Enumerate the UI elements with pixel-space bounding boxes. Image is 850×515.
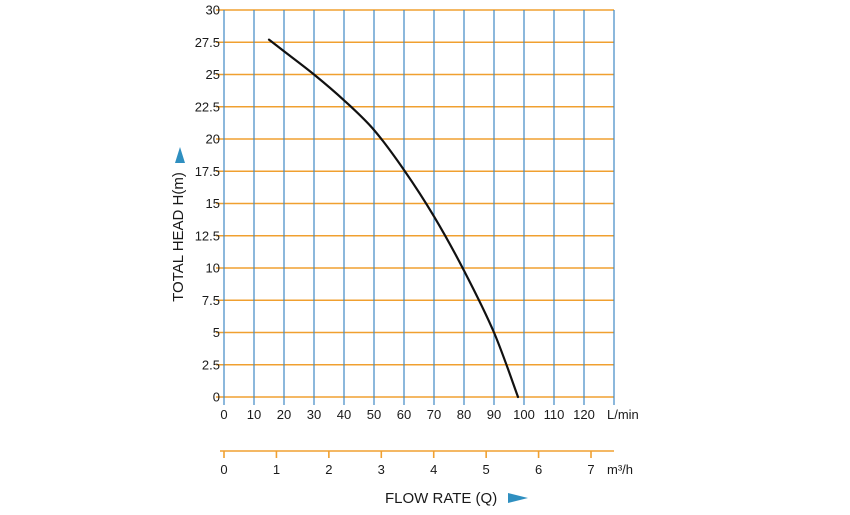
x-tick-label: 80 (457, 407, 471, 422)
x2-tick-label: 4 (430, 462, 437, 477)
x-axis-title: FLOW RATE (Q) (385, 490, 497, 507)
secondary-x-axis (220, 451, 614, 458)
x-tick-label: 110 (544, 407, 565, 422)
y-tick-label: 22.5 (195, 99, 220, 114)
x-tick-label: 0 (220, 407, 227, 422)
y-axis-arrow-icon (175, 147, 185, 163)
y-tick-label: 15 (206, 196, 220, 211)
x-unit-label: L/min (607, 407, 639, 422)
x2-unit-label: m³/h (607, 462, 633, 477)
x-tick-label: 10 (247, 407, 261, 422)
curve-layer (269, 40, 518, 397)
x2-tick-label: 5 (483, 462, 490, 477)
y-tick-label: 27.5 (195, 35, 220, 50)
y-axis-title-group: TOTAL HEAD H(m) (170, 147, 187, 302)
y-axis-title: TOTAL HEAD H(m) (170, 172, 187, 302)
vertical-grid (224, 10, 614, 405)
x-tick-label: 20 (277, 407, 291, 422)
x-tick-label: 90 (487, 407, 501, 422)
y-tick-label: 7.5 (202, 293, 220, 308)
x-tick-label: 120 (573, 407, 595, 422)
x-tick-label: 70 (427, 407, 441, 422)
y-tick-label: 12.5 (195, 228, 220, 243)
x-axis-arrow-icon (508, 493, 528, 503)
x2-tick-label: 1 (273, 462, 280, 477)
x2-tick-label: 7 (587, 462, 594, 477)
x-tick-label: 100 (513, 407, 535, 422)
y-tick-label: 17.5 (195, 164, 220, 179)
series-line (269, 40, 518, 397)
x2-tick-labels: 0 1 2 3 4 5 6 7 (220, 462, 594, 477)
x2-tick-label: 2 (325, 462, 332, 477)
y-tick-label: 0 (213, 390, 220, 405)
y-tick-label: 20 (206, 132, 220, 147)
x2-tick-label: 3 (378, 462, 385, 477)
x2-tick-label: 6 (535, 462, 542, 477)
y-tick-label: 25 (206, 67, 220, 82)
x-tick-label: 40 (337, 407, 351, 422)
x-tick-labels: 0 10 20 30 40 50 60 70 80 90 100 110 120 (220, 407, 594, 422)
x-tick-label: 30 (307, 407, 321, 422)
y-tick-label: 10 (206, 261, 220, 276)
y-tick-label: 5 (213, 325, 220, 340)
y-tick-label: 30 (206, 3, 220, 18)
x-tick-label: 60 (397, 407, 411, 422)
y-tick-labels: 0 2.5 5 7.5 10 12.5 15 17.5 20 22.5 25 27.5 30 (195, 3, 220, 405)
x2-tick-label: 0 (220, 462, 227, 477)
y-tick-label: 2.5 (202, 357, 220, 372)
x-tick-label: 50 (367, 407, 381, 422)
